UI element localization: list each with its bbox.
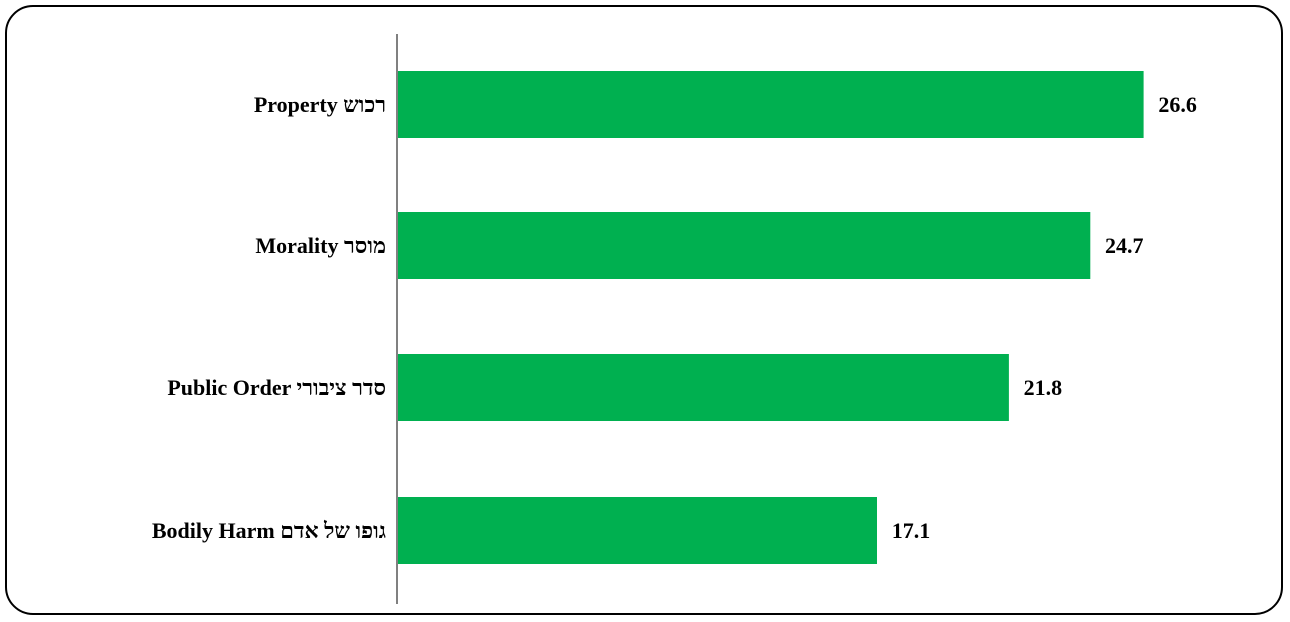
- bar-0: [397, 71, 1144, 138]
- value-label-0: 26.6: [1158, 92, 1197, 117]
- value-label-3: 17.1: [892, 518, 931, 543]
- bar-1: [397, 212, 1091, 279]
- category-label-1: Morality מוסר: [255, 233, 386, 258]
- bar-3: [397, 497, 877, 564]
- value-labels-group: 26.6 24.7 21.8 17.1: [892, 92, 1197, 543]
- bars-group: [397, 71, 1144, 564]
- value-label-1: 24.7: [1105, 233, 1144, 258]
- value-label-2: 21.8: [1024, 375, 1063, 400]
- category-label-0: Property רכוש: [254, 92, 386, 117]
- category-label-3: Bodily Harm גופו של אדם: [152, 518, 386, 543]
- bar-2: [397, 354, 1009, 421]
- category-label-2: Public Order סדר ציבורי: [167, 375, 386, 400]
- category-labels-group: Property רכוש Morality מוסר Public Order ס…: [152, 92, 386, 543]
